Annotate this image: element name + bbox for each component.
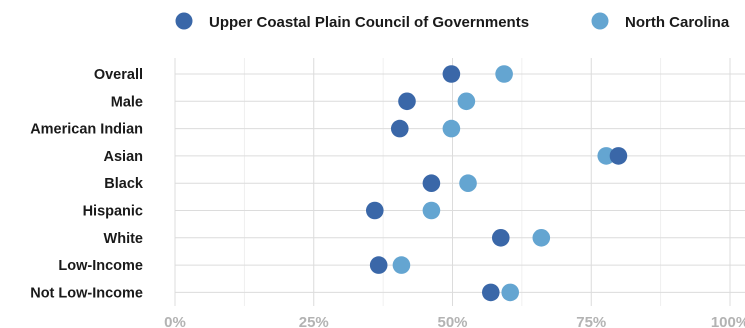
category-label: Male [111, 94, 143, 110]
category-label: Overall [94, 67, 143, 83]
data-point-series-2 [422, 201, 441, 220]
category-label: Black [104, 176, 144, 192]
legend-swatch-series-1 [175, 12, 193, 30]
category-label: Asian [104, 149, 144, 165]
data-point-series-2 [457, 92, 476, 111]
data-point-series-2 [597, 147, 616, 165]
data-point-series-2 [392, 256, 411, 274]
legend: Upper Coastal Plain Council of Governmen… [175, 12, 730, 31]
data-point-series-2 [501, 283, 520, 302]
legend-label-series-2: North Carolina [625, 14, 730, 31]
data-point-series-1 [422, 174, 441, 192]
data-points [366, 65, 628, 302]
x-tick-label: 0% [164, 314, 186, 328]
data-point-series-1 [398, 92, 416, 111]
data-point-series-2 [495, 65, 513, 83]
data-point-series-2 [532, 229, 551, 247]
legend-label-series-1: Upper Coastal Plain Council of Governmen… [209, 14, 529, 31]
data-point-series-1 [369, 256, 388, 274]
legend-swatch-series-2 [591, 12, 609, 30]
category-label: Not Low-Income [30, 285, 143, 301]
data-point-series-2 [459, 174, 477, 192]
data-point-series-1 [390, 119, 409, 138]
x-tick-label: 75% [576, 314, 606, 328]
x-tick-label: 50% [437, 314, 467, 328]
data-point-series-1 [491, 229, 510, 247]
data-point-series-1 [442, 65, 461, 83]
x-tick-labels: 0% 25% 50% 75% 100% [164, 314, 745, 328]
category-label: Low-Income [58, 258, 143, 274]
category-labels: Overall Male American Indian Asian Black Hisp… [30, 67, 144, 301]
data-point-series-1 [609, 147, 628, 165]
x-tick-label: 100% [711, 314, 745, 328]
x-tick-label: 25% [299, 314, 329, 328]
category-label: American Indian [30, 122, 143, 138]
data-point-series-1 [366, 201, 384, 220]
category-label: Hispanic [83, 204, 143, 220]
data-point-series-2 [442, 119, 461, 138]
data-point-series-1 [481, 283, 500, 302]
category-label: White [104, 231, 143, 247]
